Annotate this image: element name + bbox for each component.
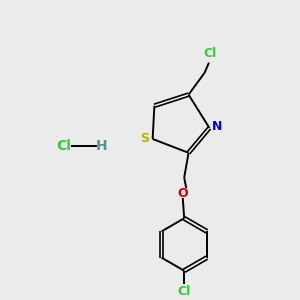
Text: H: H xyxy=(96,139,108,152)
Text: N: N xyxy=(212,120,223,133)
Text: Cl: Cl xyxy=(57,139,71,152)
Text: O: O xyxy=(177,187,188,200)
Text: Cl: Cl xyxy=(204,47,217,60)
Text: S: S xyxy=(140,132,149,145)
Text: Cl: Cl xyxy=(178,286,191,298)
